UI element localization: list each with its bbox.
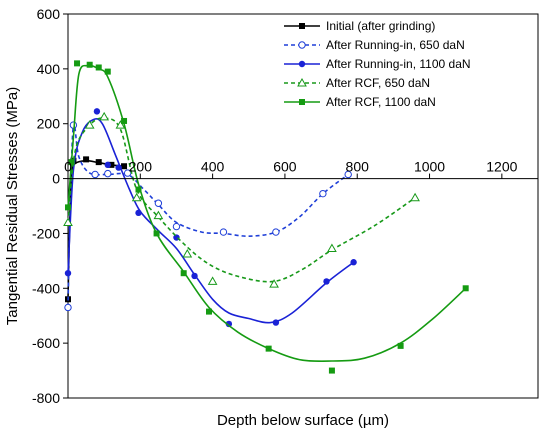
x-tick-label: 1200 (486, 159, 517, 175)
legend-entry: Initial (after grinding) (284, 19, 435, 33)
y-tick-label: 400 (37, 61, 61, 77)
data-point (104, 169, 112, 178)
y-tick-label: 0 (52, 171, 60, 187)
data-point (86, 61, 93, 68)
data-point (135, 209, 142, 217)
plot-area (67, 13, 539, 399)
data-point (91, 170, 99, 179)
data-point (344, 170, 352, 179)
legend-label: After RCF, 650 daN (326, 76, 430, 90)
series-line (67, 117, 355, 324)
x-tick-label: 200 (129, 159, 153, 175)
data-point (191, 272, 198, 280)
data-point (135, 186, 142, 193)
data-point (84, 120, 95, 129)
legend-marker (298, 60, 306, 68)
axes-layer: 0 200 400 600 800 1000 1200 -800 -600 -400 -200 0 20… (32, 6, 538, 406)
series-line (67, 64, 467, 362)
data-point (172, 222, 181, 231)
data-point (115, 164, 122, 171)
y-tick-label: 200 (37, 116, 61, 132)
data-point (65, 204, 71, 211)
data-point (108, 161, 115, 168)
data-point (206, 308, 212, 315)
y-tick-label: -200 (32, 225, 60, 241)
legend-entry: After RCF, 650 daN (284, 76, 430, 90)
series-4 (65, 60, 469, 374)
data-point (64, 303, 72, 312)
series-layer (63, 60, 469, 374)
series-3 (63, 111, 420, 288)
data-point (63, 217, 73, 226)
x-tick-label: 600 (273, 159, 297, 175)
legend-label: After Running-in, 1100 daN (326, 57, 471, 71)
data-point (104, 161, 111, 169)
legend-label: After Running-in, 650 daN (326, 38, 465, 52)
series-line (67, 122, 349, 308)
data-point (272, 319, 280, 326)
data-point (99, 111, 110, 121)
x-axis-label: Depth below surface (µm) (217, 412, 389, 429)
y-tick-label: 600 (37, 6, 61, 22)
data-point (328, 367, 335, 374)
data-point (74, 60, 81, 67)
x-tick-label: 400 (201, 159, 225, 175)
data-point (323, 278, 330, 285)
data-point (410, 192, 420, 202)
y-tick-label: -400 (32, 280, 60, 296)
x-tick-label: 800 (346, 159, 370, 175)
data-point (182, 248, 193, 258)
data-point (121, 163, 128, 170)
legend-marker (298, 41, 306, 49)
legend-label: After RCF, 1100 daN (326, 95, 436, 109)
data-point (121, 117, 128, 124)
data-point (93, 108, 101, 115)
data-point (225, 320, 233, 328)
data-point (153, 210, 164, 220)
y-axis-label: Tangential Residual Stresses (MPa) (4, 87, 21, 325)
data-point (219, 228, 228, 236)
legend-marker (299, 99, 305, 105)
legend-entry: After Running-in, 1100 daN (284, 57, 471, 71)
data-point (83, 156, 90, 163)
series-1 (64, 121, 352, 312)
data-point (272, 228, 280, 236)
data-point (207, 276, 218, 285)
data-point (104, 68, 111, 75)
series-line (67, 117, 416, 283)
plot-frame (67, 13, 539, 399)
legend-marker (297, 77, 307, 87)
data-point (462, 285, 469, 292)
legend-entry: After Running-in, 650 daN (284, 38, 465, 52)
y-tick-label: -600 (32, 335, 60, 351)
data-point (319, 189, 327, 198)
data-point (115, 120, 126, 129)
data-point (131, 192, 142, 202)
x-tick-label: 1000 (414, 159, 445, 175)
series-line (67, 159, 125, 300)
data-point (180, 270, 187, 277)
data-point (269, 279, 279, 288)
data-point (265, 345, 272, 352)
legend-entry: After RCF, 1100 daN (284, 95, 436, 109)
legend-label: Initial (after grinding) (326, 19, 435, 33)
legend: Initial (after grinding) After Running-in… (284, 19, 471, 109)
data-point (153, 230, 160, 237)
data-point (64, 270, 72, 277)
data-point (68, 159, 75, 166)
y-tick-label: -800 (32, 390, 60, 406)
series-2 (64, 108, 357, 328)
data-point (350, 259, 357, 266)
data-point (397, 342, 404, 349)
data-point (154, 199, 163, 207)
data-point (95, 159, 102, 166)
x-tick-label: 0 (64, 159, 72, 175)
legend-marker (299, 23, 305, 29)
data-point (327, 243, 337, 253)
data-point (95, 64, 102, 71)
